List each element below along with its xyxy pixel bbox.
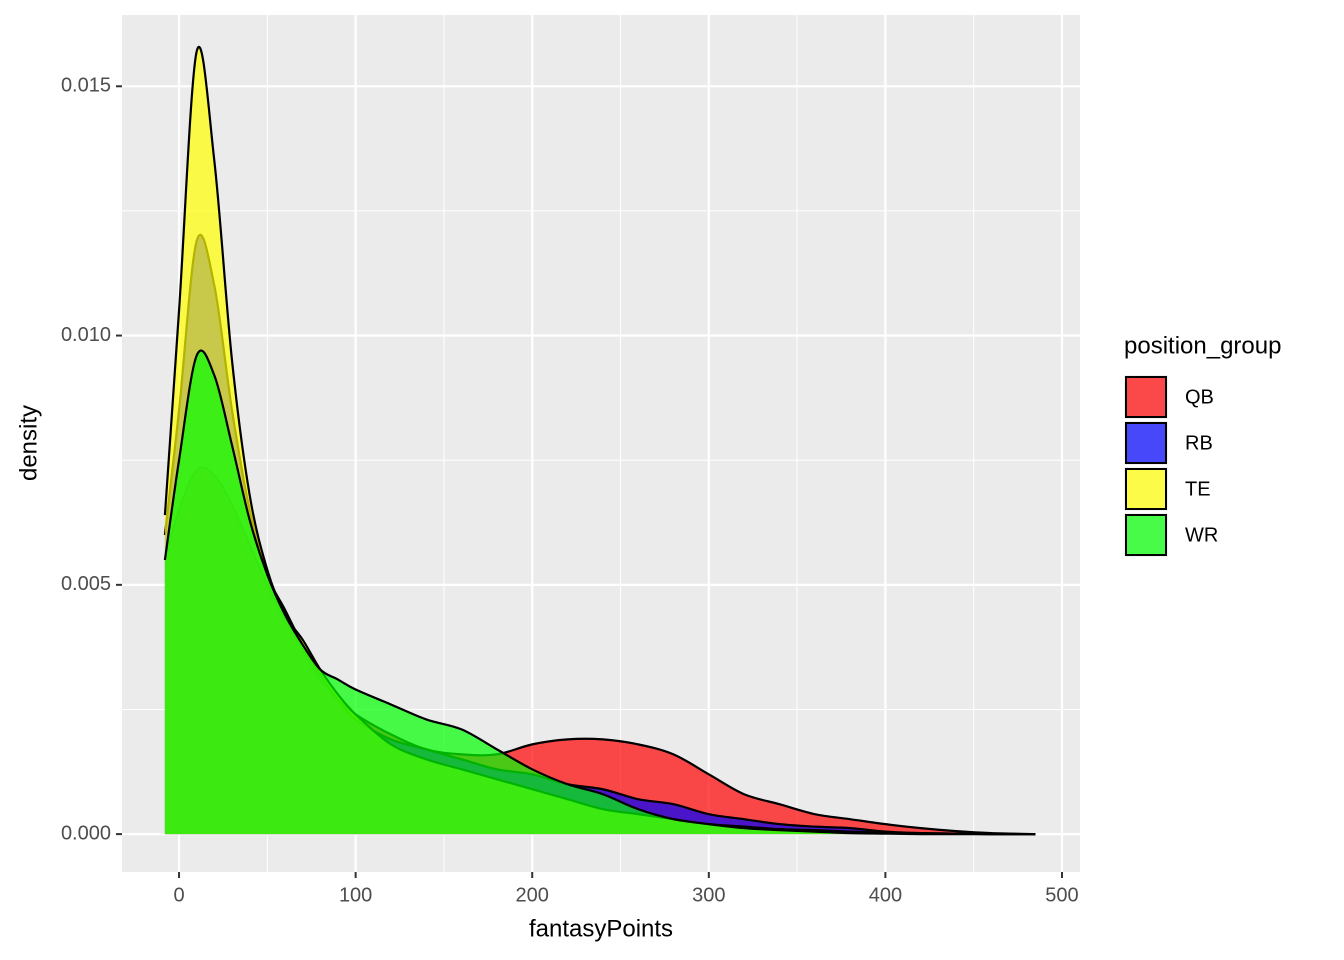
y-tick-label: 0.015 [61, 75, 111, 97]
x-axis-title: fantasyPoints [529, 915, 673, 942]
legend-key [1125, 468, 1167, 510]
x-tick-label: 0 [173, 884, 184, 906]
x-tick-label: 300 [692, 884, 725, 906]
legend-key [1125, 422, 1167, 464]
legend-label: QB [1185, 386, 1214, 408]
x-tick-label: 200 [516, 884, 549, 906]
legend-label: TE [1185, 478, 1211, 500]
marks [163, 45, 1036, 836]
legend-label: WR [1185, 524, 1218, 546]
legend-title: position_group [1124, 332, 1281, 359]
x-tick-label: 500 [1045, 884, 1078, 906]
axes: 0 100 200 300 400 500 0.000 0.005 0.010 0.015 [61, 75, 1079, 907]
legend-key [1125, 514, 1167, 556]
y-axis-title: density [15, 405, 42, 481]
y-tick-label: 0.005 [61, 573, 111, 595]
y-tick-label: 0.000 [61, 822, 111, 844]
x-tick-label: 100 [339, 884, 372, 906]
legend: QB RB TE WR [1124, 375, 1218, 557]
legend-key [1125, 376, 1167, 418]
legend-label: RB [1185, 432, 1213, 454]
x-tick-label: 400 [869, 884, 902, 906]
y-tick-label: 0.010 [61, 324, 111, 346]
density-line [163, 349, 1036, 836]
density-area [164, 350, 1036, 835]
